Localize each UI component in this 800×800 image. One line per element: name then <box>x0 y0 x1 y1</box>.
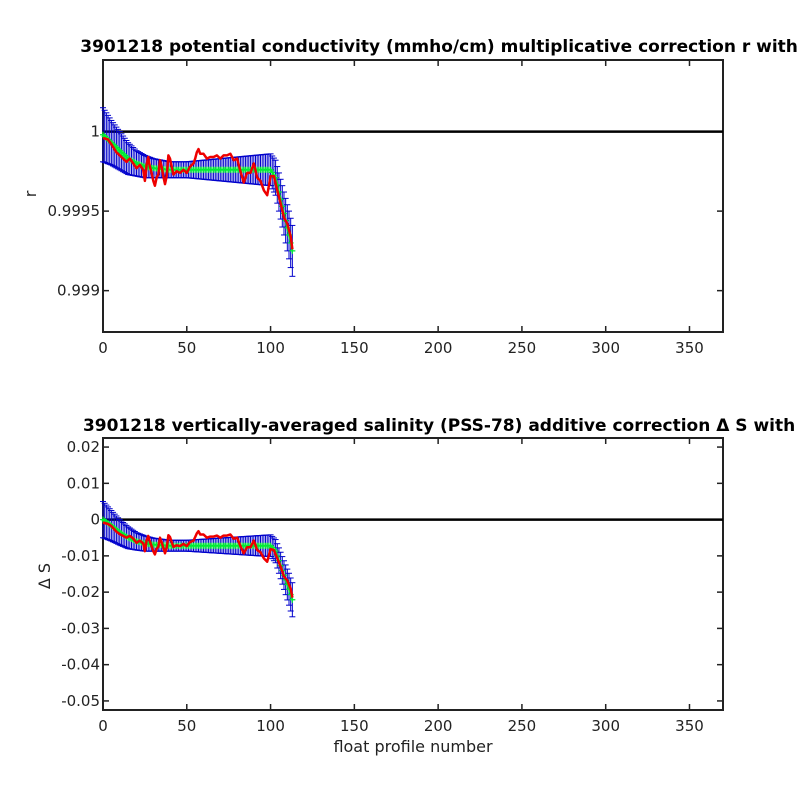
top-xtick-label: 200 <box>424 339 453 357</box>
top-ytick-label: 0.999 <box>57 282 100 300</box>
top-data-line <box>102 136 294 250</box>
bottom-xtick-label: 250 <box>508 717 537 735</box>
top-xtick-label: 0 <box>98 339 108 357</box>
bottom-xtick-label: 300 <box>591 717 620 735</box>
bottom-ytick-label: -0.02 <box>61 583 100 601</box>
top-axes-frame <box>102 59 724 333</box>
top-chart-ylabel: r <box>21 190 40 197</box>
bottom-chart-plot: 0 50 100 150 200 250 300 350 0.02 0.01 0 -0.01 -0.02… <box>61 437 724 735</box>
top-xtick-label: 300 <box>591 339 620 357</box>
bottom-ytick-label: -0.01 <box>61 547 100 565</box>
bottom-ytick-label: -0.05 <box>61 692 100 710</box>
bottom-ytick-label: 0.01 <box>67 474 100 492</box>
top-xtick-label: 150 <box>340 339 369 357</box>
bottom-xtick-label: 200 <box>424 717 453 735</box>
top-xtick-label: 50 <box>177 339 196 357</box>
bottom-xtick-label: 0 <box>98 717 108 735</box>
top-xtick-label: 100 <box>256 339 285 357</box>
top-xtick-label: 350 <box>675 339 704 357</box>
bottom-ytick-label: -0.04 <box>61 656 100 674</box>
top-ytick-label: 0.9995 <box>48 202 101 220</box>
bottom-chart-xlabel: float profile number <box>333 737 493 756</box>
bottom-axes-frame <box>102 437 724 711</box>
bottom-ytick-label: -0.03 <box>61 619 100 637</box>
bottom-data-line <box>102 521 294 598</box>
top-chart-title: 3901218 potential conductivity (mmho/cm)… <box>80 37 800 57</box>
bottom-ytick-label: 0.02 <box>67 438 100 456</box>
top-xtick-label: 250 <box>508 339 537 357</box>
bottom-xtick-label: 150 <box>340 717 369 735</box>
top-chart-plot: 0 50 100 150 200 250 300 350 0.999 0.9995 1 <box>48 59 724 357</box>
bottom-chart-title: 3901218 vertically-averaged salinity (PS… <box>83 416 800 436</box>
bottom-chart-ylabel: Δ S <box>35 563 54 589</box>
bottom-fit-marker <box>289 596 296 603</box>
top-ytick-label: 1 <box>90 123 100 141</box>
bottom-xtick-label: 100 <box>256 717 285 735</box>
bottom-xtick-label: 350 <box>675 717 704 735</box>
bottom-ytick-label: 0 <box>90 511 100 529</box>
bottom-xtick-label: 50 <box>177 717 196 735</box>
